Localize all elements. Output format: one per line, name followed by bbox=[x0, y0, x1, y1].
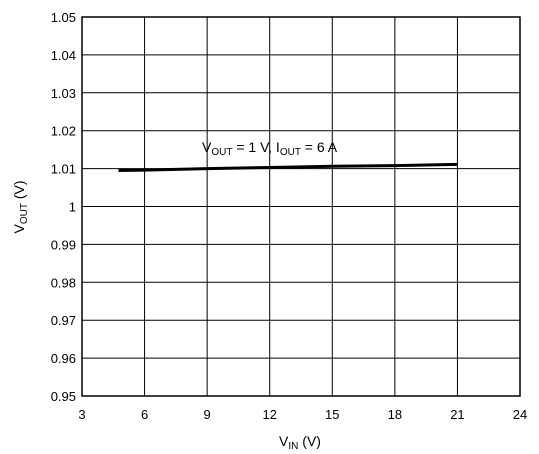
grid-lines bbox=[82, 17, 520, 396]
y-tick-labels: 0.95 0.96 0.97 0.98 0.99 1 1.01 1.02 1.03 1.04 1.0… bbox=[51, 10, 76, 404]
x-tick-label: 21 bbox=[450, 407, 464, 422]
y-tick-label: 0.97 bbox=[51, 313, 76, 328]
y-tick-label: 1 bbox=[69, 200, 76, 215]
x-tick-label: 24 bbox=[513, 407, 527, 422]
annotation-subscript: OUT bbox=[211, 147, 232, 158]
y-tick-label: 1.01 bbox=[51, 162, 76, 177]
plot-frame bbox=[81, 16, 521, 397]
y-tick-label: 0.99 bbox=[51, 237, 76, 252]
x-tick-label: 9 bbox=[204, 407, 211, 422]
series-line bbox=[118, 162, 458, 172]
y-tick-label: 1.05 bbox=[51, 10, 76, 25]
y-tick-label: 0.96 bbox=[51, 351, 76, 366]
annotation-subscript: OUT bbox=[280, 147, 301, 158]
series-annotation: VOUT = 1 V, IOUT = 6 A bbox=[202, 139, 338, 158]
x-tick-labels: 3 6 9 12 15 18 21 24 bbox=[78, 407, 527, 422]
x-tick-label: 15 bbox=[325, 407, 339, 422]
y-tick-label: 0.98 bbox=[51, 275, 76, 290]
x-tick-label: 6 bbox=[141, 407, 148, 422]
y-tick-label: 1.03 bbox=[51, 86, 76, 101]
x-axis-label: VIN (V) bbox=[279, 433, 321, 452]
x-tick-label: 18 bbox=[388, 407, 402, 422]
y-tick-label: 1.02 bbox=[51, 124, 76, 139]
y-tick-label: 0.95 bbox=[51, 389, 76, 404]
y-tick-label: 1.04 bbox=[51, 48, 76, 63]
annotation-text: = 6 A bbox=[301, 139, 338, 155]
y-axis-label: VOUT (V) bbox=[11, 180, 30, 233]
x-tick-label: 3 bbox=[78, 407, 85, 422]
series-layer bbox=[118, 162, 458, 172]
x-tick-label: 12 bbox=[262, 407, 276, 422]
annotation-text: V bbox=[202, 139, 212, 155]
annotation-text: = 1 V, I bbox=[232, 139, 279, 155]
